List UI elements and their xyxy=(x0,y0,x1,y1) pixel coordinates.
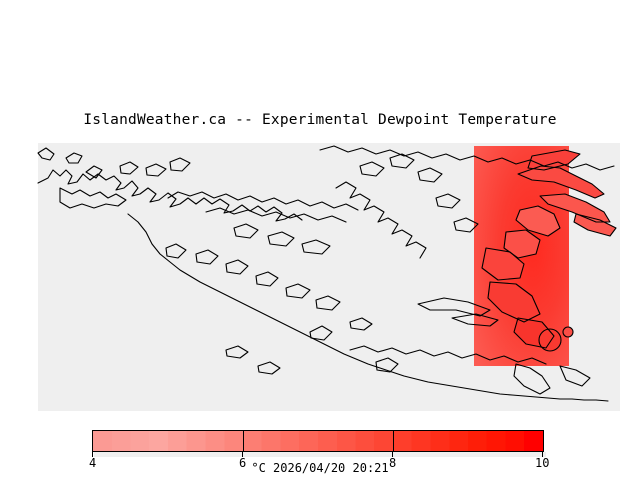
colorbar-gradient xyxy=(93,431,543,451)
dewpoint-data-overlay xyxy=(474,146,616,366)
colorbar-label-8: 8 xyxy=(389,456,397,470)
colorbar-separator-8 xyxy=(393,431,394,451)
page-title: IslandWeather.ca -- Experimental Dewpoin… xyxy=(83,112,557,128)
colorbar[interactable] xyxy=(92,430,544,452)
colorbar-tick-6 xyxy=(242,452,243,457)
colorbar-label-4: 4 xyxy=(89,456,97,470)
colorbar-label-10: 10 xyxy=(535,456,550,470)
colorbar-caption: °C 2026/04/20 20:21 xyxy=(251,461,389,475)
map-svg xyxy=(37,143,620,411)
colorbar-tick-8 xyxy=(392,452,393,457)
colorbar-separator-6 xyxy=(243,431,244,451)
colorbar-tick-4 xyxy=(92,452,93,457)
colorbar-frame xyxy=(92,430,544,452)
colorbar-shadow xyxy=(94,452,546,457)
colorbar-label-6: 6 xyxy=(239,456,247,470)
coastline-paths xyxy=(37,145,617,402)
colorbar-tick-10 xyxy=(542,452,543,457)
map-plot-area[interactable] xyxy=(20,136,620,411)
